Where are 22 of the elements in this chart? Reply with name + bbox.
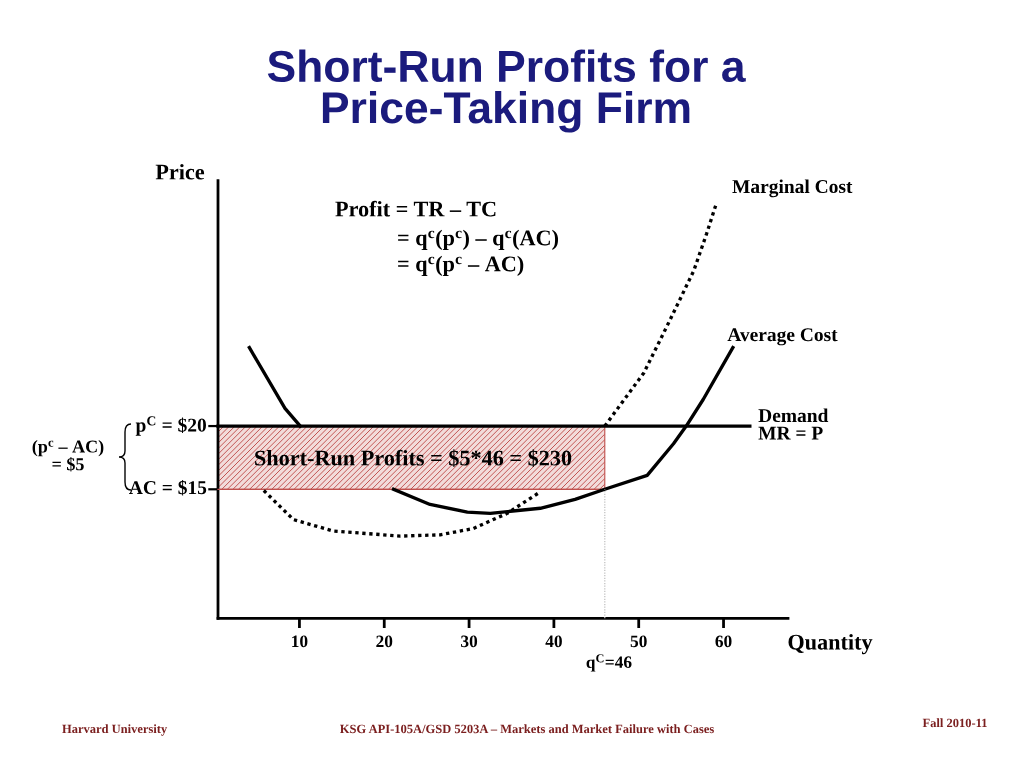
- x-tick-label: 40: [545, 635, 562, 648]
- x-tick-label: 10: [292, 635, 308, 648]
- text: KSG API-105A/GSD 5203A – Markets and Market Failure with Cases: [340, 724, 714, 734]
- text: (p$^{c}$ – AC) = $5: [32, 439, 104, 472]
- text: q$^{C}$=46: [586, 654, 632, 672]
- series-label: Average Cost: [727, 328, 838, 346]
- x-tick-label: 60: [715, 635, 732, 648]
- text: Fall 2010-11: [922, 718, 987, 728]
- chart-title: Short-Run Profits for a Price-Taking Firm: [267, 49, 746, 133]
- x-axis-title: Quantity: [788, 634, 873, 655]
- y-axis-title: Price: [155, 163, 205, 180]
- annotation: = q$^{c}$(p$^{c}$) – q$^{c}$(AC): [398, 229, 559, 250]
- text: Harvard University: [62, 724, 168, 736]
- annotation: Profit = TR – TC: [335, 200, 496, 217]
- series-label: Marginal Cost: [732, 179, 853, 198]
- x-tick-label: 20: [376, 635, 393, 648]
- x-tick-label: 50: [630, 635, 647, 648]
- y-tick-label: p$^{C}$ = $20: [135, 416, 206, 436]
- annotation: = q$^{c}$(p$^{c}$ – AC): [398, 255, 524, 276]
- x-tick-label: 30: [461, 635, 478, 648]
- y-tick-label: AC = $15: [129, 479, 207, 496]
- series-label: Demand MR = P: [758, 408, 829, 440]
